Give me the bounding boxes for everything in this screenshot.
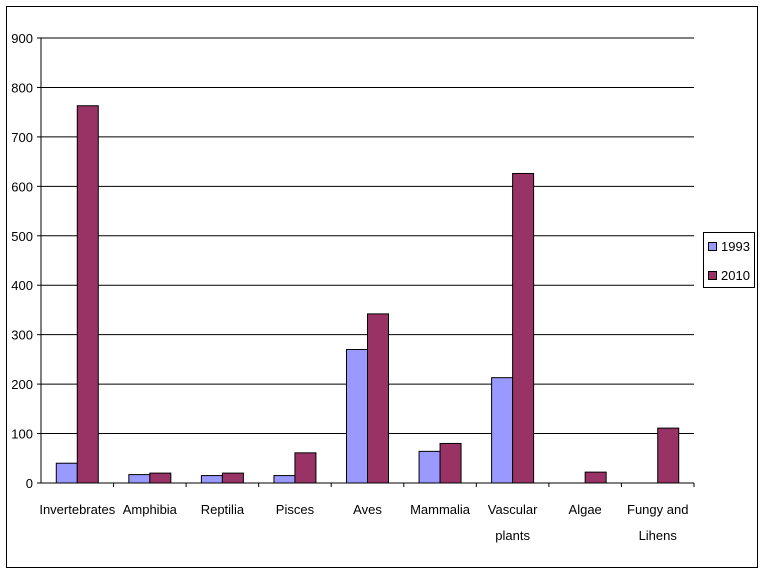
y-tick-label: 0 bbox=[26, 476, 33, 491]
legend-item-1993: 1993 bbox=[708, 238, 750, 254]
bar-2010-5 bbox=[439, 442, 462, 484]
y-tick-label: 800 bbox=[11, 80, 33, 95]
x-tick-labels: Invertebrates Amphibia Reptilia Pisces Aves M… bbox=[39, 502, 688, 543]
legend-swatch-1993 bbox=[708, 241, 717, 251]
bar-2010-1 bbox=[149, 472, 172, 484]
bar-2010-4 bbox=[367, 313, 389, 484]
x-tick-label: Invertebrates bbox=[39, 502, 115, 517]
bar-1993-4 bbox=[346, 349, 368, 484]
x-tick-label: Vascular bbox=[488, 502, 538, 517]
y-tick-label: 600 bbox=[11, 179, 33, 194]
x-tick-label: Amphibia bbox=[123, 502, 178, 517]
bar-1993-0 bbox=[55, 462, 78, 484]
bar-1993-3 bbox=[273, 475, 296, 484]
x-tick-label: Mammalia bbox=[410, 502, 471, 517]
legend-swatch-2010 bbox=[708, 270, 717, 280]
x-tick-label: Fungy and bbox=[627, 502, 688, 517]
bar-2010-6 bbox=[512, 172, 535, 484]
bar-1993-6 bbox=[491, 377, 514, 484]
bar-2010-8 bbox=[657, 427, 680, 484]
legend-item-2010: 2010 bbox=[708, 267, 750, 283]
legend-label-2010: 2010 bbox=[721, 267, 750, 283]
y-tick-label: 300 bbox=[11, 328, 33, 343]
bar-1993-5 bbox=[418, 450, 441, 484]
axes bbox=[37, 37, 695, 487]
x-tick-label: Algae bbox=[569, 502, 602, 517]
bar-2010-0 bbox=[76, 105, 99, 484]
y-tick-label: 400 bbox=[11, 278, 33, 293]
x-tick-label: plants bbox=[495, 528, 530, 543]
legend-label-1993: 1993 bbox=[721, 238, 750, 254]
bar-1993-2 bbox=[200, 475, 223, 484]
bars bbox=[55, 105, 680, 484]
y-tick-label: 900 bbox=[11, 31, 33, 46]
y-tick-label: 200 bbox=[11, 377, 33, 392]
legend: 1993 2010 bbox=[703, 232, 755, 288]
gridlines bbox=[41, 37, 694, 435]
y-tick-label: 700 bbox=[11, 130, 33, 145]
x-tick-label: Pisces bbox=[276, 502, 315, 517]
x-tick-label: Lihens bbox=[639, 528, 678, 543]
y-tick-labels: 0 100 200 300 400 500 600 700 800 900 bbox=[11, 31, 33, 491]
bar-2010-2 bbox=[221, 472, 244, 484]
x-tick-label: Reptilia bbox=[201, 502, 245, 517]
bar-2010-3 bbox=[294, 452, 317, 484]
y-tick-label: 100 bbox=[11, 427, 33, 442]
bar-2010-7 bbox=[584, 471, 607, 484]
x-tick-label: Aves bbox=[353, 502, 382, 517]
bar-1993-1 bbox=[128, 474, 151, 484]
y-tick-label: 500 bbox=[11, 229, 33, 244]
